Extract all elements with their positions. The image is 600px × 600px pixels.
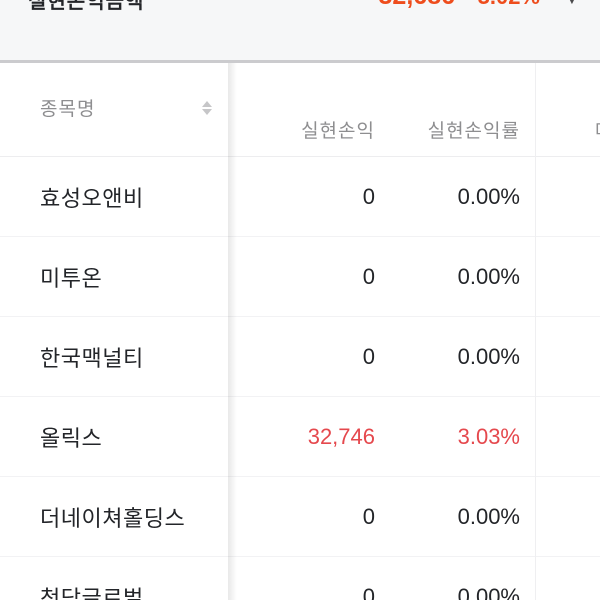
- realized-pl-value: 0: [362, 263, 375, 289]
- table-row[interactable]: 한국맥널티 0 0.00%: [0, 317, 600, 397]
- realized-pl-rate-value: 3.03%: [457, 423, 520, 449]
- table-row[interactable]: 청담글로벌 0 0.00%: [0, 557, 600, 600]
- realized-pl-value: 0: [362, 503, 375, 529]
- realized-pl-rate-value: 0.00%: [457, 183, 520, 209]
- realized-pl-value: 0: [362, 343, 375, 369]
- stock-name: 미투온: [40, 265, 103, 291]
- value-column-headers: 실현손익 실현손익률: [228, 116, 520, 143]
- column-header-realized-pl: 실현손익: [301, 121, 375, 142]
- column-header-realized-pl-rate: 실현손익률: [427, 121, 520, 142]
- realized-pl-value: 0: [362, 183, 375, 209]
- realized-pl-rate-value: 0.00%: [457, 583, 520, 600]
- column-divider: [535, 63, 536, 600]
- realized-pl-rate-value: 0.00%: [457, 263, 520, 289]
- sort-icon[interactable]: [202, 101, 212, 115]
- stock-name: 더네이쳐홀딩스: [40, 505, 186, 531]
- chevron-down-icon[interactable]: ▼: [566, 0, 578, 7]
- summary-label: 실현손익금액: [28, 0, 145, 13]
- stock-name: 한국맥널티: [40, 345, 144, 371]
- frozen-column-shadow: [228, 63, 237, 600]
- table-row[interactable]: 올릭스 32,746 3.03%: [0, 397, 600, 477]
- realized-pl-rate-value: 0.00%: [457, 343, 520, 369]
- table-header: 종목명 실현손익 실현손익률 매: [0, 63, 600, 184]
- summary-amount: 32,686: [280, 0, 455, 11]
- stock-name: 청담글로벌: [40, 585, 144, 600]
- table-rows: 효성오앤비 0 0.00% 미투온 0 0.00% 한국맥널티 0 0.00% 올릭스 32,746…: [0, 157, 600, 600]
- table-row[interactable]: 더네이쳐홀딩스 0 0.00%: [0, 477, 600, 557]
- summary-bar[interactable]: 실현손익금액 32,686 3.02% ▼: [0, 0, 600, 63]
- table-row[interactable]: 효성오앤비 0 0.00%: [0, 157, 600, 237]
- column-header-stock-name: 종목명: [40, 99, 96, 120]
- table-row[interactable]: 미투온 0 0.00%: [0, 237, 600, 317]
- realized-pl-rate-value: 0.00%: [457, 503, 520, 529]
- next-column-header-fragment: 매: [595, 116, 600, 143]
- summary-rate: 3.02%: [470, 0, 540, 10]
- stock-name: 올릭스: [40, 425, 103, 451]
- realized-pl-value: 0: [362, 583, 375, 600]
- stock-name: 효성오앤비: [40, 185, 144, 211]
- realized-pl-value: 32,746: [307, 423, 375, 449]
